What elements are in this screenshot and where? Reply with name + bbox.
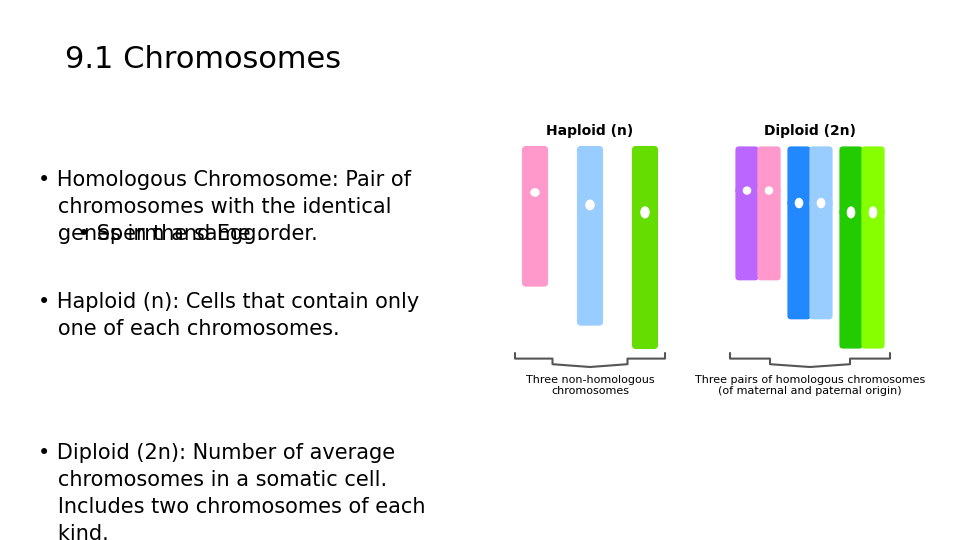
FancyBboxPatch shape — [577, 146, 603, 209]
Ellipse shape — [586, 200, 594, 210]
FancyBboxPatch shape — [809, 199, 832, 319]
Ellipse shape — [641, 207, 649, 218]
Text: • Diploid (2n): Number of average
   chromosomes in a somatic cell.
   Includes : • Diploid (2n): Number of average chromo… — [38, 443, 426, 540]
Text: Haploid (n): Haploid (n) — [546, 124, 634, 138]
FancyBboxPatch shape — [861, 146, 884, 216]
Ellipse shape — [817, 199, 825, 207]
Ellipse shape — [531, 189, 540, 196]
Ellipse shape — [743, 187, 751, 194]
FancyBboxPatch shape — [861, 209, 884, 349]
FancyBboxPatch shape — [839, 146, 863, 216]
Text: Diploid (2n): Diploid (2n) — [764, 124, 856, 138]
Text: • Haploid (n): Cells that contain only
   one of each chromosomes.: • Haploid (n): Cells that contain only o… — [38, 292, 420, 339]
FancyBboxPatch shape — [787, 146, 810, 207]
Ellipse shape — [848, 207, 854, 218]
Ellipse shape — [796, 199, 803, 207]
FancyBboxPatch shape — [809, 146, 832, 207]
Ellipse shape — [765, 187, 773, 194]
FancyBboxPatch shape — [757, 146, 780, 194]
FancyBboxPatch shape — [577, 201, 603, 326]
FancyBboxPatch shape — [522, 188, 548, 287]
Text: (of maternal and paternal origin): (of maternal and paternal origin) — [718, 386, 901, 396]
FancyBboxPatch shape — [757, 187, 780, 280]
Text: Three pairs of homologous chromosomes: Three pairs of homologous chromosomes — [695, 375, 925, 385]
FancyBboxPatch shape — [522, 146, 548, 197]
Text: • Sperm and Egg.: • Sperm and Egg. — [38, 224, 264, 244]
FancyBboxPatch shape — [839, 209, 863, 349]
Text: • Homologous Chromosome: Pair of
   chromosomes with the identical
   genes in t: • Homologous Chromosome: Pair of chromos… — [38, 170, 412, 245]
FancyBboxPatch shape — [787, 199, 810, 319]
FancyBboxPatch shape — [735, 187, 758, 280]
FancyBboxPatch shape — [632, 146, 658, 217]
Text: Three non-homologous: Three non-homologous — [526, 375, 655, 385]
Text: chromosomes: chromosomes — [551, 386, 629, 396]
Ellipse shape — [870, 207, 876, 218]
Text: 9.1 Chromosomes: 9.1 Chromosomes — [65, 45, 341, 74]
FancyBboxPatch shape — [632, 208, 658, 349]
FancyBboxPatch shape — [735, 146, 758, 194]
